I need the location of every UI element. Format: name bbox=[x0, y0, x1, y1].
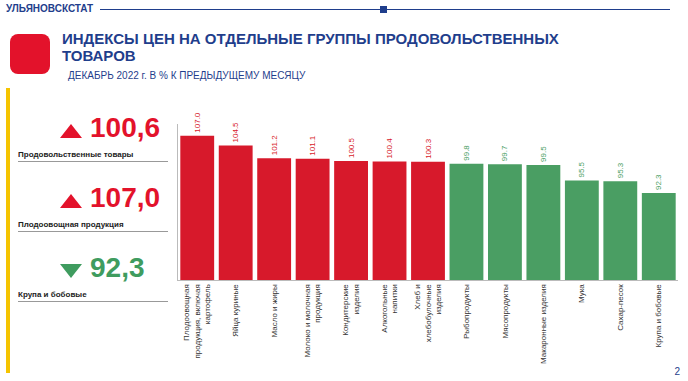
html-text:Крупа и бобовые: Крупа и бобовые bbox=[18, 290, 87, 299]
svg-text:Макаронные изделия: Макаронные изделия bbox=[539, 284, 548, 364]
svg-text:107.0: 107.0 bbox=[193, 112, 202, 133]
svg-text:Кондитерскиеизделия: Кондитерскиеизделия bbox=[341, 284, 360, 336]
svg-text:100.4: 100.4 bbox=[385, 138, 394, 159]
svg-text:Рыбопродукты: Рыбопродукты bbox=[462, 284, 471, 339]
html-text:ДЕКАБРЬ 2022 г. В % К ПРЕДЫДУЩ: ДЕКАБРЬ 2022 г. В % К ПРЕДЫДУЩЕМУ МЕСЯЦУ bbox=[68, 70, 306, 81]
svg-text:Алкогольныенапитки: Алкогольныенапитки bbox=[380, 284, 399, 333]
svg-text:100.3: 100.3 bbox=[424, 138, 433, 159]
svg-text:101.2: 101.2 bbox=[270, 135, 279, 156]
html-text:Продовольственные товары: Продовольственные товары bbox=[18, 150, 134, 159]
svg-text:Хлеб ихлебобулочныеизделия: Хлеб ихлебобулочныеизделия bbox=[413, 284, 443, 343]
svg-text:Сахар-песок: Сахар-песок bbox=[616, 284, 625, 331]
svg-text:99.5: 99.5 bbox=[539, 146, 548, 162]
svg-text:Молоко и молочнаяпродукция: Молоко и молочнаяпродукция bbox=[303, 284, 322, 357]
svg-text:92.3: 92.3 bbox=[654, 174, 663, 190]
html-text:Плодоовощная продукция: Плодоовощная продукция bbox=[18, 220, 124, 229]
svg-text:Мясопродукты: Мясопродукты bbox=[501, 284, 510, 339]
svg-text:Крупа и бобовые: Крупа и бобовые bbox=[654, 284, 663, 348]
svg-text:99.8: 99.8 bbox=[462, 145, 471, 161]
svg-text:104.5: 104.5 bbox=[231, 122, 240, 143]
html-text:100,6: 100,6 bbox=[90, 112, 161, 143]
svg-text:99.7: 99.7 bbox=[500, 145, 509, 161]
svg-text:Масло и жиры: Масло и жиры bbox=[270, 284, 279, 338]
svg-text:95.5: 95.5 bbox=[577, 161, 586, 177]
svg-text:Плодоовощнаяпродукция, включая: Плодоовощнаяпродукция, включаякартофель bbox=[182, 284, 212, 358]
svg-text:101.1: 101.1 bbox=[308, 135, 317, 156]
svg-text:Мука: Мука bbox=[577, 284, 586, 303]
svg-text:95.3: 95.3 bbox=[616, 162, 625, 178]
html-text:УЛЬЯНОВСКСТАТ: УЛЬЯНОВСКСТАТ bbox=[6, 3, 94, 14]
svg-text:100.5: 100.5 bbox=[347, 137, 356, 158]
html-text:107,0: 107,0 bbox=[90, 182, 161, 213]
svg-text:Яйца куриные: Яйца куриные bbox=[231, 284, 240, 337]
html-text:92,3: 92,3 bbox=[90, 252, 145, 283]
html-text:ИНДЕКСЫ ЦЕН НА ОТДЕЛЬНЫЕ ГРУПП: ИНДЕКСЫ ЦЕН НА ОТДЕЛЬНЫЕ ГРУППЫ ПРОДОВОЛ… bbox=[62, 30, 559, 64]
html-text:2: 2 bbox=[674, 366, 680, 377]
